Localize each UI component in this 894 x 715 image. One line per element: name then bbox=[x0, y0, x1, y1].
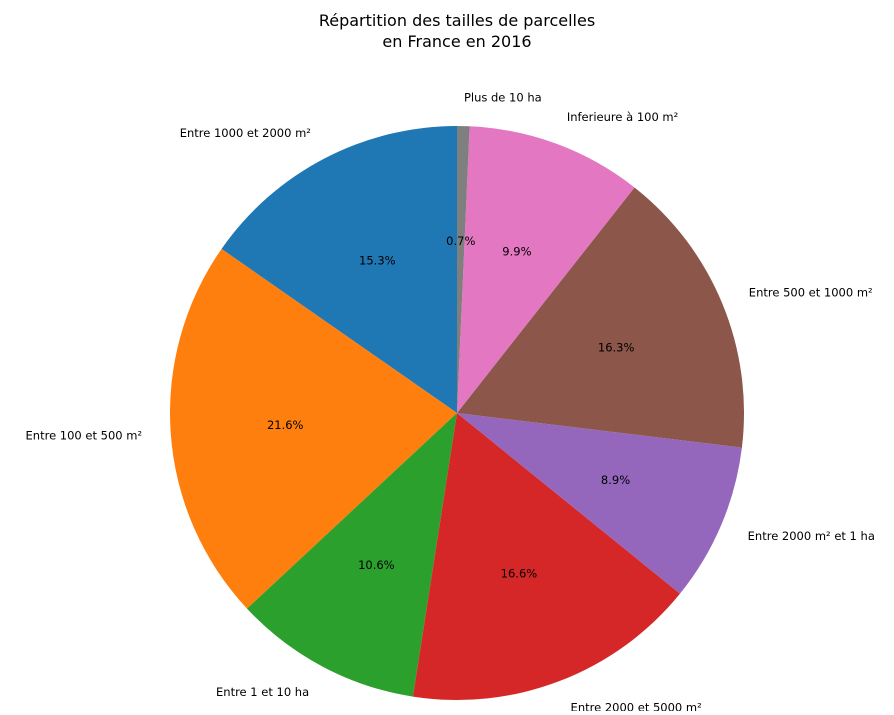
slice-label-inferieure-a-100-m2: Inferieure à 100 m² bbox=[567, 110, 678, 124]
pct-label-entre-500-et-1000-m2: 16.3% bbox=[598, 340, 635, 354]
pie-slice-entre-1000-et-2000-m2 bbox=[221, 126, 457, 413]
pct-label-inferieure-a-100-m2: 9.9% bbox=[502, 245, 531, 259]
pie-slice-entre-1-et-10-ha bbox=[247, 413, 457, 697]
slice-label-entre-2000-m2-et-1-ha: Entre 2000 m² et 1 ha bbox=[748, 529, 875, 543]
slice-label-entre-1000-et-2000-m2: Entre 1000 et 2000 m² bbox=[180, 126, 311, 140]
pie-slices bbox=[170, 126, 745, 701]
pct-label-entre-2000-m2-et-1-ha: 8.9% bbox=[601, 473, 630, 487]
chart-title-line-2: en France en 2016 bbox=[382, 32, 531, 51]
slice-label-plus-de-10-ha: Plus de 10 ha bbox=[464, 90, 542, 104]
pct-label-entre-1000-et-2000-m2: 15.3% bbox=[359, 253, 396, 267]
slice-label-entre-2000-et-5000-m2: Entre 2000 et 5000 m² bbox=[571, 701, 702, 711]
percentage-labels: 15.3% 21.6% 10.6% 16.6% 8.9% 16.3% 9.9% 0.7% bbox=[267, 234, 635, 581]
slice-label-entre-500-et-1000-m2: Entre 500 et 1000 m² bbox=[749, 286, 873, 300]
pct-label-plus-de-10-ha: 0.7% bbox=[446, 234, 475, 248]
pie-slice-entre-500-et-1000-m2 bbox=[457, 187, 745, 448]
slice-label-entre-100-et-500-m2: Entre 100 et 500 m² bbox=[26, 428, 143, 442]
pct-label-entre-1-et-10-ha: 10.6% bbox=[358, 558, 395, 572]
pie-slice-entre-2000-m2-et-1-ha bbox=[457, 413, 742, 594]
pie-slice-inferieure-a-100-m2 bbox=[457, 126, 635, 413]
pct-label-entre-100-et-500-m2: 21.6% bbox=[267, 418, 304, 432]
pie-slice-entre-2000-et-5000-m2 bbox=[412, 413, 681, 701]
pie-slice-plus-de-10-ha bbox=[457, 126, 470, 413]
pct-label-entre-2000-et-5000-m2: 16.6% bbox=[501, 567, 538, 581]
chart-title-line-1: Répartition des tailles de parcelles bbox=[319, 11, 595, 30]
slice-label-entre-1-et-10-ha: Entre 1 et 10 ha bbox=[216, 685, 309, 699]
pie-slice-entre-100-et-500-m2 bbox=[170, 248, 457, 609]
